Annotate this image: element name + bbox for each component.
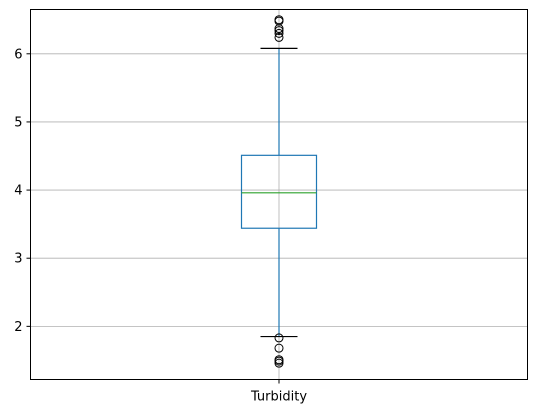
outlier-point	[274, 28, 284, 38]
outlier-point	[274, 343, 284, 353]
iqr-box	[240, 154, 318, 229]
y-tick-label: 3	[14, 252, 22, 267]
y-tick-label: 5	[14, 115, 22, 130]
outlier-point	[274, 355, 284, 365]
y-tick-label: 6	[14, 47, 22, 62]
outlier-point	[274, 15, 284, 25]
axes: 2 3 4 5 6 Turbidity	[14, 47, 307, 404]
x-tick-label: Turbidity	[250, 390, 307, 405]
y-tick-label: 2	[14, 320, 22, 335]
y-tick-label: 4	[14, 184, 22, 199]
outlier-point	[274, 24, 284, 34]
outlier-point	[274, 333, 284, 343]
box-plot-group	[240, 15, 318, 368]
outlier-point	[274, 32, 284, 42]
